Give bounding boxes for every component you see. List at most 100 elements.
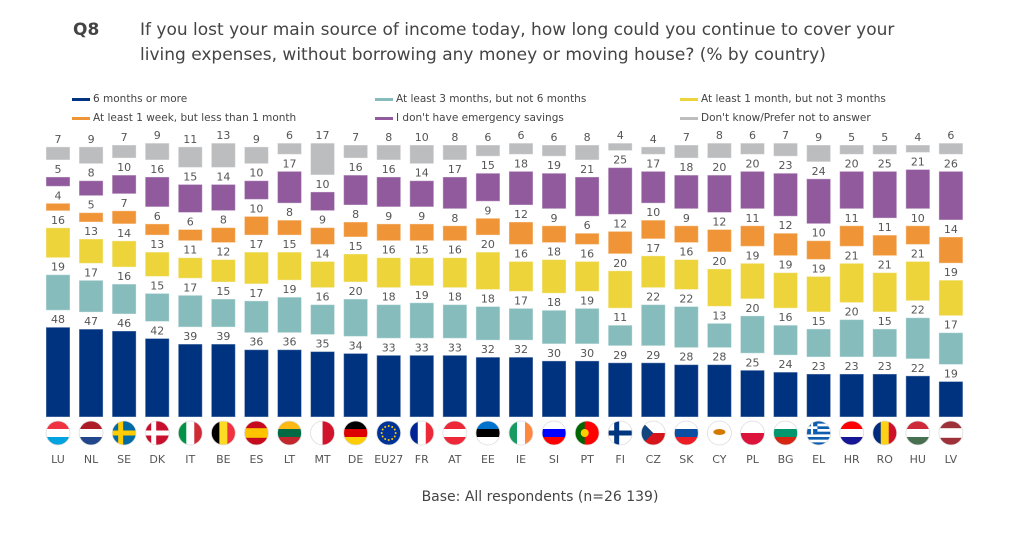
bar-segment	[144, 337, 170, 418]
bar-segment	[773, 232, 799, 257]
data-label: 7	[782, 129, 789, 142]
bar-segment	[310, 227, 336, 245]
bar-segment	[45, 227, 71, 259]
bar-segment	[442, 257, 468, 289]
data-label: 17	[944, 319, 958, 332]
flag-icon-ES	[244, 420, 269, 446]
data-label: 6	[551, 131, 558, 144]
bar-segment	[475, 217, 501, 236]
bar-segment	[111, 240, 137, 268]
category-label: EE	[481, 453, 495, 466]
category-label: EU27	[374, 453, 403, 466]
flag-icon-EL	[806, 420, 832, 446]
data-label: 8	[88, 167, 95, 180]
data-label: 18	[679, 161, 693, 174]
legend-label: I don't have emergency savings	[396, 112, 564, 124]
data-label: 11	[183, 133, 197, 146]
bar-group-BG: 24 16 19 12 23 7 BG	[773, 129, 799, 466]
bar-segment	[409, 354, 435, 418]
bar-segment	[905, 375, 931, 418]
data-label: 11	[745, 212, 759, 225]
bar-segment	[276, 349, 302, 418]
bar-segment	[905, 317, 931, 360]
bar-segment	[508, 170, 534, 206]
data-label: 24	[779, 358, 793, 371]
category-label: CY	[712, 453, 726, 466]
bar-segment	[508, 307, 534, 341]
bar-segment	[640, 255, 666, 289]
bar-segment	[739, 369, 765, 418]
flag-icon-AT	[442, 420, 468, 446]
data-label: 11	[845, 212, 859, 225]
flag-icon-BE	[210, 420, 236, 446]
bar-group-MT: 35 16 14 9 10 17 MT	[310, 129, 336, 466]
data-label: 17	[249, 238, 263, 251]
bar-segment	[78, 180, 104, 197]
bar-segment	[541, 172, 567, 210]
flag-icon-PT	[574, 420, 600, 446]
category-label: BE	[216, 453, 231, 466]
bar-segment	[243, 349, 269, 418]
bar-segment	[541, 144, 567, 157]
bar-segment	[607, 324, 633, 347]
data-label: 15	[481, 159, 495, 172]
data-label: 14	[415, 167, 429, 180]
bar-segment	[177, 183, 203, 213]
bar-group-DE: 34 20 15 8 16 7 DE	[343, 131, 369, 466]
bar-segment	[78, 328, 104, 418]
data-label: 19	[944, 367, 958, 380]
bar-segment	[739, 170, 765, 210]
data-label: 16	[382, 163, 396, 176]
data-label: 15	[183, 170, 197, 183]
flag-icon-SI	[541, 420, 567, 446]
data-label: 7	[55, 133, 62, 146]
data-label: 6	[584, 219, 591, 232]
data-label: 14	[316, 247, 330, 260]
bar-segment	[839, 170, 865, 210]
data-label: 14	[944, 223, 958, 236]
data-label: 6	[947, 129, 954, 142]
category-label: FR	[415, 453, 429, 466]
data-label: 25	[613, 154, 627, 167]
data-label: 21	[845, 249, 859, 262]
data-label: 32	[481, 343, 495, 356]
bar-segment	[706, 268, 732, 307]
flag-icon-SK	[673, 420, 699, 446]
bar-segment	[938, 380, 964, 418]
flag-icon-SE	[111, 420, 137, 446]
data-label: 15	[150, 279, 164, 292]
category-label: CZ	[646, 453, 662, 466]
flag-icon-CZ	[640, 420, 666, 446]
legend-swatch	[680, 97, 698, 101]
data-label: 7	[121, 131, 128, 144]
bar-segment	[475, 356, 501, 418]
bar-group-SI: 30 18 18 9 19 6 SI	[541, 131, 567, 466]
bar-segment	[806, 373, 832, 418]
bar-segment	[409, 223, 435, 242]
data-label: 9	[319, 214, 326, 227]
bar-segment	[938, 142, 964, 155]
data-label: 19	[812, 262, 826, 275]
bar-segment	[177, 294, 203, 328]
category-label: MT	[314, 453, 330, 466]
category-label: PL	[746, 453, 760, 466]
bar-segment	[210, 343, 236, 418]
bar-group-NL: 47 17 13 5 8 9 NL	[78, 133, 104, 466]
data-label: 36	[282, 336, 296, 349]
data-label: 48	[51, 313, 65, 326]
category-label: HU	[910, 453, 926, 466]
bar-segment	[310, 142, 336, 176]
bar-segment	[806, 328, 832, 358]
data-label: 19	[580, 294, 594, 307]
bar-segment	[475, 144, 501, 157]
data-label: 19	[745, 249, 759, 262]
bar-segment	[111, 174, 137, 195]
bar-segment	[574, 307, 600, 345]
data-label: 15	[415, 244, 429, 257]
bar-segment	[806, 144, 832, 163]
bar-segment	[442, 144, 468, 161]
data-label: 7	[683, 131, 690, 144]
bar-segment	[144, 251, 170, 277]
data-label: 25	[878, 157, 892, 170]
bar-group-PT: 30 19 16 6 21 8 PT	[574, 131, 600, 466]
